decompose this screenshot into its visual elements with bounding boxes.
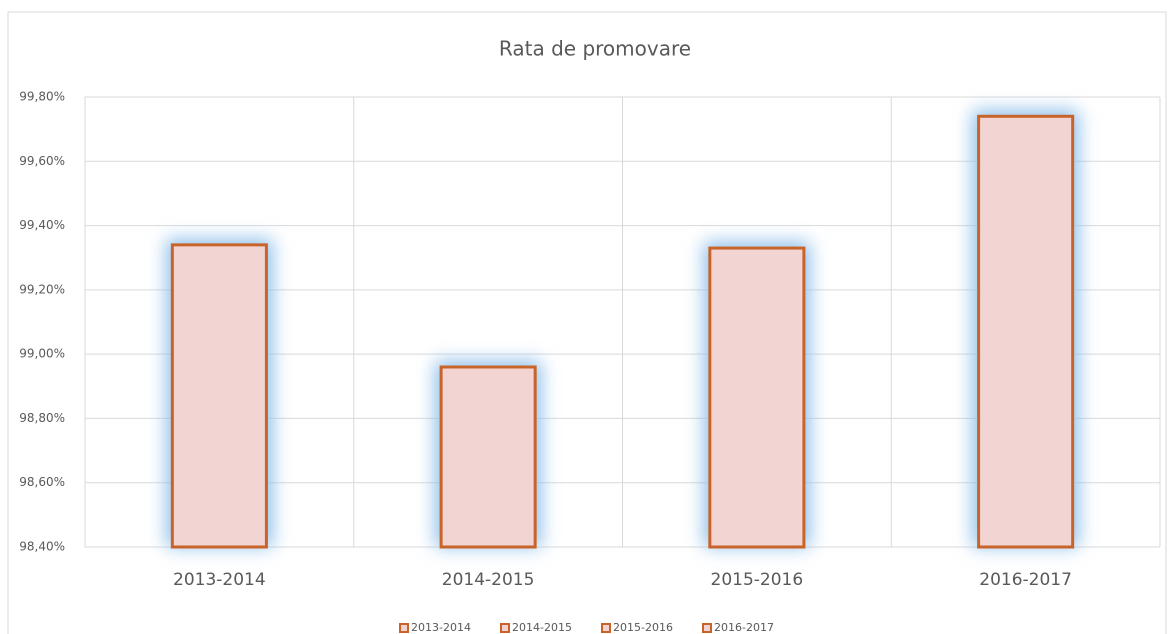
legend-label: 2014-2015 [512, 621, 572, 634]
legend-swatch [500, 623, 510, 633]
bar [439, 365, 537, 549]
legend-label: 2016-2017 [714, 621, 774, 634]
bar [170, 243, 268, 549]
y-tick-label: 99,20% [19, 282, 65, 296]
x-tick-label: 2013-2014 [173, 570, 266, 590]
y-tick-label: 98,60% [19, 475, 65, 489]
bar [708, 246, 806, 549]
x-tick-label: 2014-2015 [442, 570, 535, 590]
y-tick-label: 98,40% [19, 540, 65, 554]
y-tick-label: 99,60% [19, 154, 65, 168]
legend-swatch [702, 623, 712, 633]
y-tick-label: 99,00% [19, 347, 65, 361]
x-tick-label: 2016-2017 [979, 570, 1072, 590]
y-tick-label: 98,80% [19, 411, 65, 425]
y-tick-label: 99,40% [19, 218, 65, 232]
legend-label: 2013-2014 [411, 621, 471, 634]
bar [977, 114, 1075, 549]
chart-title: Rata de promovare [499, 37, 691, 61]
legend-swatch [399, 623, 409, 633]
y-tick-label: 99,80% [19, 90, 65, 104]
x-tick-label: 2015-2016 [711, 570, 804, 590]
legend-swatch [601, 623, 611, 633]
legend-label: 2015-2016 [613, 621, 673, 634]
